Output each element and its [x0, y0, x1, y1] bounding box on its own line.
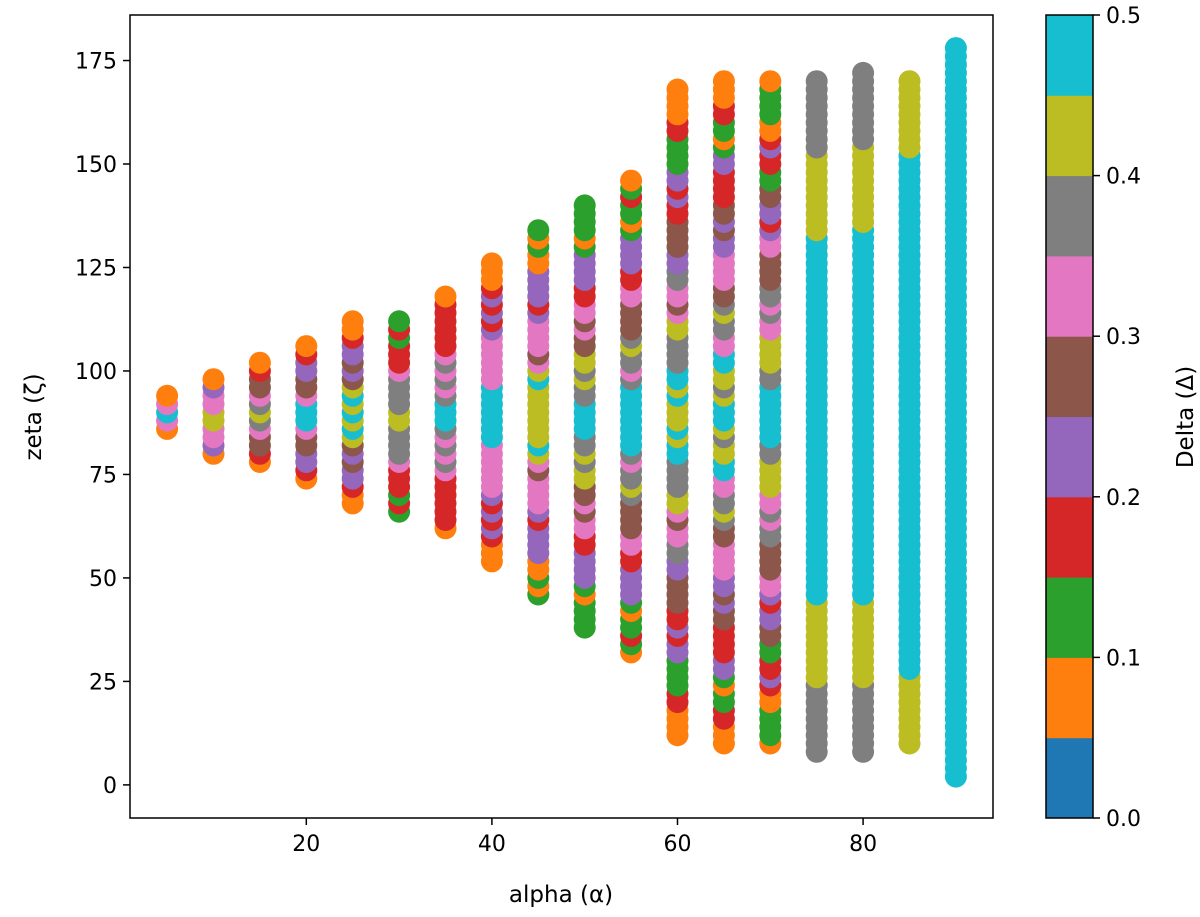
- alpha-column-70: [759, 70, 782, 755]
- alpha-column-40: [480, 252, 503, 573]
- scatter-point: [944, 37, 967, 60]
- colorbar-label: Delta (Δ): [1173, 366, 1199, 468]
- colorbar-tick-label: 0.5: [1106, 4, 1141, 29]
- colorbar-tick-label: 0.4: [1106, 165, 1141, 190]
- colorbar-segment: [1046, 496, 1093, 578]
- y-tick-label: 25: [89, 670, 117, 695]
- y-tick-label: 0: [103, 774, 117, 799]
- y-tick-label: 125: [75, 256, 117, 281]
- y-tick-label: 150: [75, 153, 117, 178]
- alpha-column-50: [573, 194, 596, 639]
- y-tick-label: 100: [75, 360, 117, 385]
- x-tick-label: 40: [478, 832, 506, 857]
- scatter-point: [852, 61, 875, 84]
- colorbar-tick-label: 0.2: [1106, 486, 1141, 511]
- colorbar-segment: [1046, 175, 1093, 257]
- colorbar-segment: [1046, 15, 1093, 96]
- scatter-point: [527, 219, 550, 242]
- scatter-point: [759, 70, 782, 93]
- colorbar-tick-label: 0.0: [1106, 807, 1141, 832]
- scatter-point: [156, 384, 179, 407]
- alpha-column-80: [852, 61, 875, 763]
- colorbar-frame: [1045, 14, 1094, 819]
- y-axis: 0 25 50 75 100 125 150 175: [75, 50, 130, 799]
- y-tick-label: 175: [75, 50, 117, 75]
- alpha-column-90: [944, 37, 967, 788]
- y-tick-label: 75: [89, 463, 117, 488]
- alpha-column-45: [527, 219, 550, 606]
- points-layer: [156, 37, 967, 788]
- alpha-column-75: [805, 70, 828, 763]
- y-axis-label: zeta (ζ): [21, 373, 47, 460]
- scatter-point: [295, 335, 318, 358]
- colorbar-segment: [1046, 255, 1093, 337]
- alpha-column-20: [295, 335, 318, 490]
- x-axis-label: alpha (α): [509, 882, 613, 908]
- colorbar-segment: [1046, 416, 1093, 498]
- alpha-column-60: [666, 78, 689, 747]
- alpha-column-5: [156, 384, 179, 440]
- scatter-point: [341, 310, 364, 333]
- colorbar-segment: [1046, 95, 1093, 177]
- scatter-point: [666, 78, 689, 101]
- scatter-point: [202, 368, 225, 391]
- scatter-point: [388, 310, 411, 333]
- alpha-column-10: [202, 368, 225, 465]
- alpha-column-15: [248, 351, 271, 473]
- colorbar-segment: [1046, 737, 1093, 819]
- colorbar-segment: [1046, 657, 1093, 739]
- x-tick-label: 60: [663, 832, 691, 857]
- y-tick-label: 50: [89, 567, 117, 592]
- colorbar-tick-label: 0.1: [1106, 646, 1141, 671]
- alpha-column-65: [712, 70, 735, 755]
- plot-frame: [129, 14, 994, 819]
- alpha-column-30: [388, 310, 411, 523]
- scatter-point: [573, 194, 596, 217]
- scatter-point: [898, 70, 921, 93]
- scatter-point: [480, 252, 503, 275]
- scatter-point: [620, 169, 643, 192]
- x-tick-label: 20: [292, 832, 320, 857]
- colorbar: [1046, 15, 1093, 819]
- alpha-column-35: [434, 285, 457, 540]
- colorbar-ticks: 0.0 0.1 0.2 0.3 0.4 0.5: [1093, 4, 1141, 832]
- colorbar-tick-label: 0.3: [1106, 325, 1141, 350]
- x-axis: 20 40 60 80: [292, 818, 877, 857]
- scatter-point: [712, 70, 735, 93]
- alpha-column-25: [341, 310, 364, 515]
- alpha-column-85: [898, 70, 921, 755]
- colorbar-segment: [1046, 336, 1093, 417]
- scatter-point: [805, 70, 828, 93]
- alpha-column-55: [620, 169, 643, 664]
- colorbar-segment: [1046, 577, 1093, 658]
- scatter-point: [248, 351, 271, 374]
- scatter-point: [434, 285, 457, 308]
- x-tick-label: 80: [849, 832, 877, 857]
